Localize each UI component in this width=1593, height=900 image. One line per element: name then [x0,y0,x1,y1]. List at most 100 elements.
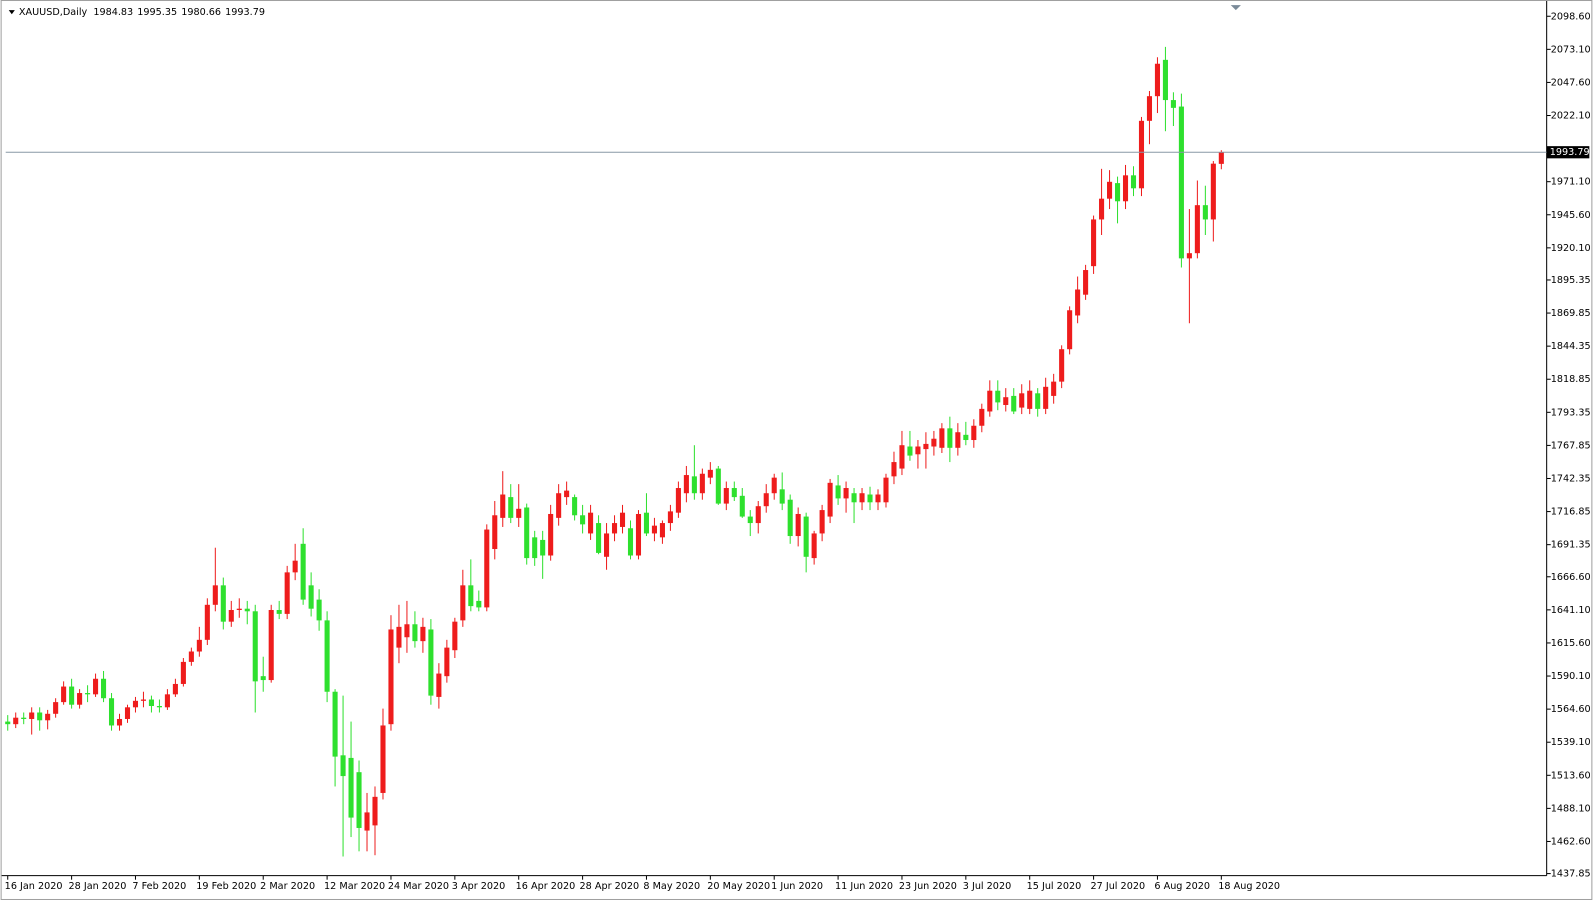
y-tick-label: 1539.10 [1551,737,1591,748]
y-tick-label: 1462.60 [1551,836,1591,847]
y-tick-label: 1818.85 [1551,374,1591,385]
candle-body [61,686,67,703]
shift-marker[interactable] [1230,5,1241,11]
candle-body [69,686,75,705]
candle-body [45,713,51,721]
candle-body [1210,163,1216,220]
candle-body [1154,63,1160,97]
candle-body [715,468,721,504]
last-price-box [1546,146,1590,159]
candle-body [883,477,889,503]
symbol-menu-arrow[interactable] [8,10,15,15]
candle-body [1091,219,1097,267]
candle-body [819,510,825,534]
candle-body [556,493,562,518]
candle-body [787,499,793,537]
y-tick-label: 1869.85 [1551,308,1591,319]
candle-body [627,528,634,556]
x-tick-label: 3 Apr 2020 [452,881,505,892]
candle-body [835,485,841,499]
candle-body [1186,253,1192,259]
y-tick-label: 1971.10 [1551,177,1591,188]
candle-body [300,543,306,600]
candle-body [1099,198,1105,220]
candle-body [851,493,857,503]
candle-body [5,721,11,725]
x-tick-label: 15 Jul 2020 [1027,881,1082,892]
candle-body [484,529,490,608]
chart-header: XAUUSD,Daily 1984.83 1995.35 1980.66 1993.79 [19,7,265,18]
candle-body [53,702,59,714]
candle-body [1114,183,1121,202]
x-tick-label: 18 Aug 2020 [1218,881,1280,892]
candle-body [963,434,969,441]
candle-body [308,585,314,609]
candle-body [124,707,131,719]
candle-body [292,560,298,573]
y-tick-label: 1767.85 [1551,440,1591,451]
x-tick-label: 2 Mar 2020 [260,881,315,892]
candle-body [1162,59,1168,101]
candle-body [388,629,394,725]
y-tick-label: 1793.35 [1551,407,1591,418]
candle-body [37,712,43,721]
candle-body [939,428,945,448]
candle-body [460,585,466,621]
candle-body [827,482,833,517]
candle-body [260,676,266,681]
x-tick-label: 1 Jun 2020 [771,881,823,892]
y-tick-label: 1844.35 [1551,341,1591,352]
y-tick-label: 1691.35 [1551,540,1591,551]
candle-body [164,694,170,708]
candle-body [564,490,570,498]
y-tick-label: 1590.10 [1551,671,1591,682]
candle-body [619,512,626,527]
candle-body [859,493,865,503]
y-tick-label: 2073.10 [1551,44,1591,55]
header-open: 1984.83 [93,7,133,18]
x-tick-label: 11 Jun 2020 [835,881,893,892]
candle-body [172,683,178,695]
x-tick-label: 16 Apr 2020 [516,881,576,892]
candle-body [1122,175,1129,202]
candle-body [268,609,274,681]
candle-body [572,497,578,516]
y-tick-label: 1437.85 [1551,869,1591,880]
candle-body [1194,205,1200,254]
y-tick-label: 1742.35 [1551,473,1591,484]
candle-body [1130,175,1137,189]
candle-body [332,691,338,757]
candle-body [252,611,258,682]
candle-body [771,477,777,494]
candle-body [795,513,801,537]
candle-body [707,469,713,478]
candle-body [1218,152,1224,164]
candle-body [675,488,681,513]
candle-body [276,609,282,614]
candle-body [364,812,370,831]
candle-body [108,698,115,726]
candle-body [85,693,91,695]
candle-body [516,508,522,518]
candle-body [803,516,809,557]
candle-body [915,446,921,455]
candle-body [1067,310,1073,350]
y-tick-label: 1488.10 [1551,803,1591,814]
candle-body [396,626,402,648]
candle-body [651,525,657,534]
candle-body [1051,381,1057,396]
candle-body [907,446,913,456]
candle-body [492,515,498,550]
candle-body [1035,393,1041,409]
candle-body [404,624,410,638]
candle-body [21,717,27,719]
candle-body [132,700,139,708]
candle-body [699,473,705,494]
x-tick-label: 3 Jul 2020 [963,881,1011,892]
candle-body [931,438,937,447]
candle-body [947,428,953,448]
candle-body [324,620,330,692]
x-tick-label: 28 Jan 2020 [69,881,127,892]
last-price-label: 1993.79 [1550,147,1590,158]
